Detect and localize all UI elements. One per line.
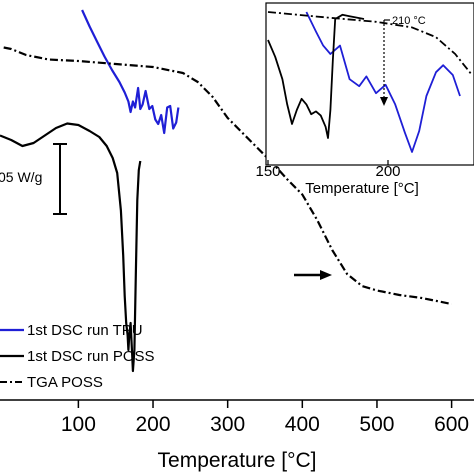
inset-tick-label-150: 150 xyxy=(255,163,280,180)
inset-series-line-2 xyxy=(267,11,473,76)
inset-annotation-label: 210 °C xyxy=(392,15,426,27)
x-axis-ticks: 100 200 300 400 500 600 xyxy=(61,400,469,436)
inset-tick-label-200: 200 xyxy=(375,163,400,180)
x-tick-label-500: 500 xyxy=(359,413,394,436)
inset-series-line-0 xyxy=(305,11,461,153)
x-tick-label-200: 200 xyxy=(136,413,171,436)
scale-bar-label: 05 W/g xyxy=(0,169,42,185)
inset-annotation-arrow-head xyxy=(380,97,388,106)
legend-label-tpu: 1st DSC run TPU xyxy=(27,322,143,339)
inset-x-axis-title: Temperature [°C] xyxy=(305,180,419,197)
x-tick-label-600: 600 xyxy=(434,413,469,436)
series-line-2 xyxy=(3,46,452,306)
inset-x-axis-ticks: 150 200 xyxy=(255,160,401,180)
main-plot-lines xyxy=(0,9,452,373)
series-line-0 xyxy=(81,9,180,135)
legend-label-tga: TGA POSS xyxy=(27,374,103,391)
tga-axis-arrow-head xyxy=(320,270,332,280)
inset-plot-lines xyxy=(267,11,473,153)
x-tick-label-100: 100 xyxy=(61,413,96,436)
x-axis-title: Temperature [°C] xyxy=(158,449,317,472)
legend: 1st DSC run TPU 1st DSC run POSS TGA POS… xyxy=(0,322,155,391)
series-line-1 xyxy=(0,122,142,373)
x-tick-label-300: 300 xyxy=(210,413,245,436)
inset-series-line-1 xyxy=(267,13,365,139)
legend-label-poss: 1st DSC run POSS xyxy=(27,348,155,365)
x-tick-label-400: 400 xyxy=(285,413,320,436)
